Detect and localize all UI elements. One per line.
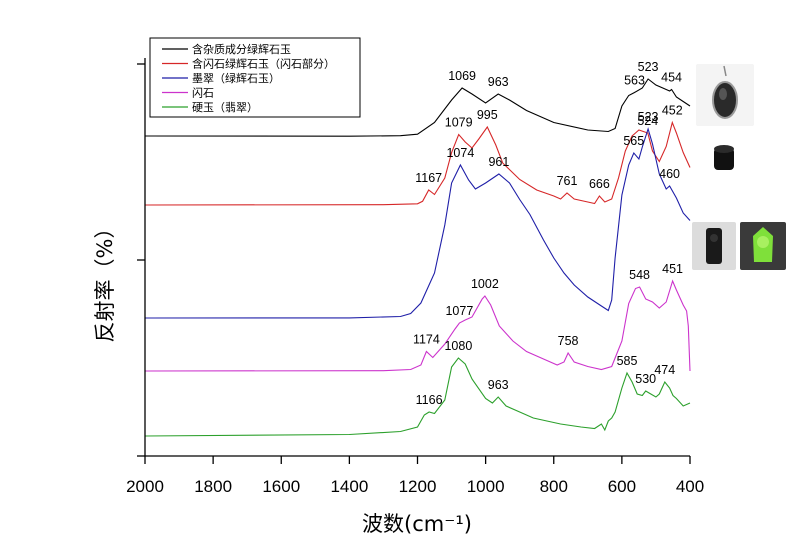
x-axis-title: 波数(cm⁻¹) bbox=[362, 512, 472, 536]
x-tick-label: 1600 bbox=[262, 477, 300, 496]
peak-label: 1174 bbox=[413, 333, 440, 347]
peak-label: 530 bbox=[635, 372, 656, 386]
peak-label: 1167 bbox=[415, 171, 442, 185]
x-tick-label: 800 bbox=[540, 477, 568, 496]
legend-entry: 含杂质成分绿辉石玉 bbox=[192, 42, 291, 56]
peak-label: 1002 bbox=[471, 277, 499, 291]
peak-label: 585 bbox=[617, 354, 638, 368]
series-curves bbox=[144, 78, 691, 437]
peak-label: 523 bbox=[638, 110, 659, 124]
peak-label: 524 bbox=[637, 114, 658, 128]
cylinder-photo bbox=[696, 132, 754, 184]
peak-label: 1069 bbox=[448, 69, 476, 83]
peak-label: 565 bbox=[623, 134, 644, 148]
y-axis-title: 反射率（%） bbox=[93, 218, 117, 343]
peak-label: 474 bbox=[654, 363, 675, 377]
legend-entry: 闪石 bbox=[192, 86, 214, 100]
series-line bbox=[144, 279, 691, 372]
peak-label: 1074 bbox=[446, 146, 474, 160]
peak-label: 761 bbox=[557, 174, 578, 188]
series-line bbox=[144, 120, 691, 206]
x-tick-label: 1400 bbox=[330, 477, 368, 496]
series-line bbox=[144, 78, 691, 137]
pendant-photo bbox=[696, 64, 754, 126]
x-tick-label: 1200 bbox=[399, 477, 437, 496]
x-tick-label: 2000 bbox=[126, 477, 164, 496]
peak-label: 563 bbox=[624, 74, 645, 88]
x-tick-label: 1000 bbox=[467, 477, 505, 496]
peak-label: 963 bbox=[488, 378, 509, 392]
peak-label: 758 bbox=[558, 334, 579, 348]
black-carving-photo bbox=[692, 222, 736, 270]
peak-label: 1080 bbox=[444, 339, 472, 353]
peak-label: 523 bbox=[638, 60, 659, 74]
peak-label: 452 bbox=[662, 104, 683, 118]
legend-entry: 墨翠（绿辉石玉） bbox=[192, 71, 280, 85]
axes bbox=[137, 58, 690, 457]
peak-label: 460 bbox=[659, 167, 680, 181]
x-tick-label: 400 bbox=[676, 477, 704, 496]
x-tick-label: 600 bbox=[608, 477, 636, 496]
peak-label: 1166 bbox=[416, 393, 443, 407]
peak-label: 454 bbox=[661, 71, 682, 85]
green-carving-photo bbox=[740, 222, 786, 270]
peak-label: 1079 bbox=[445, 116, 473, 130]
series-line bbox=[144, 127, 691, 319]
x-ticks: 2000 1800 1600 1400 1200 1000 800 600 400 bbox=[126, 456, 704, 496]
legend-entry: 硬玉（翡翠） bbox=[192, 101, 258, 114]
peak-label: 961 bbox=[488, 155, 509, 169]
peak-label: 1077 bbox=[445, 304, 473, 318]
peak-label: 963 bbox=[488, 75, 509, 89]
peak-label: 451 bbox=[662, 262, 683, 276]
series-line bbox=[144, 357, 691, 437]
peak-label: 666 bbox=[589, 177, 610, 191]
peak-label: 548 bbox=[629, 268, 650, 282]
peak-label: 995 bbox=[477, 108, 498, 122]
legend-entry: 含闪石绿辉石玉（闪石部分） bbox=[192, 57, 335, 71]
x-tick-label: 1800 bbox=[194, 477, 232, 496]
